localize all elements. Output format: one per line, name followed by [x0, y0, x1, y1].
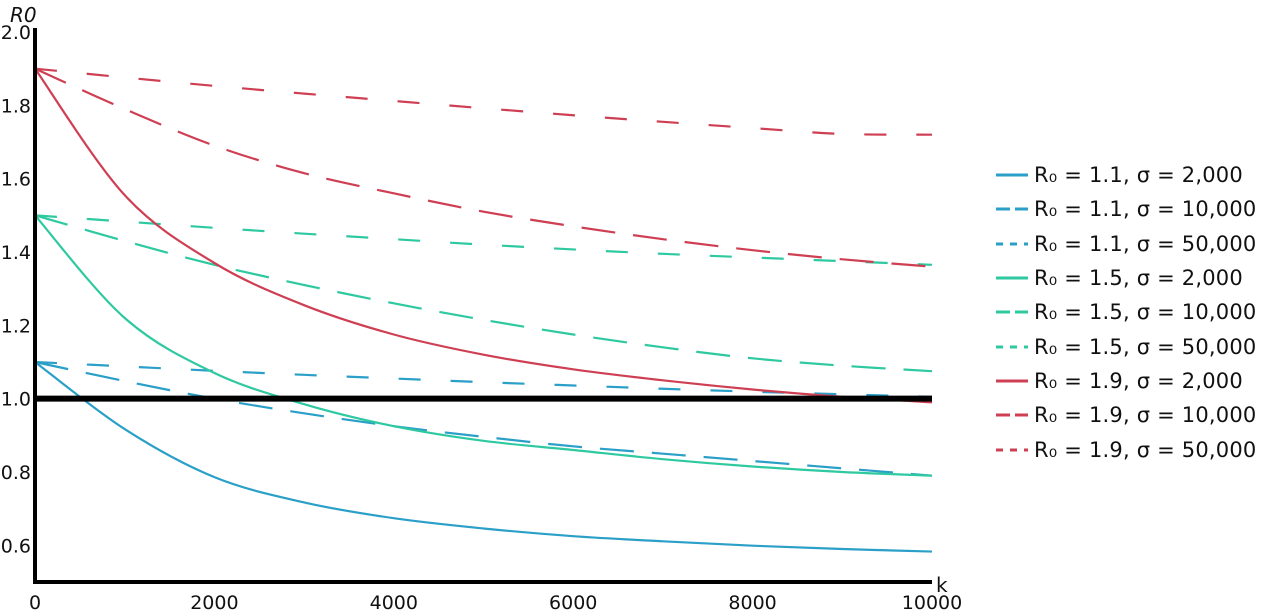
x-tick-label: 4000 [370, 592, 418, 613]
legend-swatch [996, 173, 1028, 177]
y-tick-label: 1.6 [1, 169, 31, 191]
x-axis-label: k [936, 573, 948, 597]
legend-item: R₀ = 1.1, σ = 2,000 [996, 158, 1256, 192]
series-line-3 [34, 360, 933, 398]
legend-label: R₀ = 1.1, σ = 50,000 [1034, 231, 1257, 256]
series-line-9 [34, 67, 933, 136]
legend-label: R₀ = 1.1, σ = 2,000 [1034, 163, 1243, 188]
series-line-2 [34, 360, 933, 477]
x-tick-label: 6000 [549, 592, 597, 613]
legend-swatch [996, 413, 1028, 417]
legend-label: R₀ = 1.1, σ = 10,000 [1034, 197, 1257, 222]
y-tick-label: 0.8 [1, 462, 31, 484]
series-line-7 [34, 68, 933, 404]
legend-swatch [996, 379, 1028, 383]
x-tick-label: 8000 [728, 592, 776, 613]
axis-layer [33, 28, 932, 584]
legend-item: R₀ = 1.9, σ = 10,000 [996, 398, 1256, 432]
legend-item: R₀ = 1.1, σ = 10,000 [996, 192, 1256, 226]
y-tick-label: 1.0 [1, 389, 31, 411]
y-tick-label: 1.8 [1, 95, 31, 117]
legend-label: R₀ = 1.9, σ = 50,000 [1034, 437, 1257, 462]
legend-item: R₀ = 1.9, σ = 50,000 [996, 432, 1256, 466]
series-line-4 [34, 214, 933, 477]
legend-item: R₀ = 1.5, σ = 10,000 [996, 295, 1256, 329]
series-layer [34, 67, 933, 553]
legend-label: R₀ = 1.5, σ = 50,000 [1034, 334, 1257, 359]
y-tick-label: 2.0 [1, 22, 31, 44]
y-tick-label: 0.6 [1, 535, 31, 557]
legend-label: R₀ = 1.5, σ = 2,000 [1034, 266, 1243, 291]
legend-label: R₀ = 1.9, σ = 2,000 [1034, 368, 1243, 393]
legend-item: R₀ = 1.5, σ = 2,000 [996, 261, 1256, 295]
legend-label: R₀ = 1.5, σ = 10,000 [1034, 300, 1257, 325]
legend-item: R₀ = 1.5, σ = 50,000 [996, 329, 1256, 363]
series-line-8 [34, 67, 933, 268]
legend-swatch [996, 310, 1028, 314]
legend-swatch [996, 207, 1028, 211]
y-axis-label: R0 [10, 3, 37, 27]
x-tick-label: 0 [29, 592, 41, 613]
series-line-5 [34, 214, 933, 373]
y-tick-label: 1.4 [1, 242, 31, 264]
legend-swatch [996, 276, 1028, 280]
y-tick-label: 1.2 [1, 315, 31, 337]
legend-label: R₀ = 1.9, σ = 10,000 [1034, 403, 1257, 428]
x-tick-label: 10000 [902, 592, 962, 613]
x-tick-label: 2000 [190, 592, 238, 613]
series-line-6 [34, 214, 933, 266]
legend-swatch [996, 345, 1028, 349]
legend-item: R₀ = 1.9, σ = 2,000 [996, 364, 1256, 398]
tick-layer: 0 2000 4000 6000 8000 10000 0.6 0.8 1.0 1.2 1.4 1.6… [1, 22, 962, 613]
legend-swatch [996, 242, 1028, 246]
legend-item: R₀ = 1.1, σ = 50,000 [996, 227, 1256, 261]
legend: R₀ = 1.1, σ = 2,000 R₀ = 1.1, σ = 10,000 R… [996, 158, 1256, 467]
series-line-1 [34, 361, 933, 553]
legend-swatch [996, 448, 1028, 452]
